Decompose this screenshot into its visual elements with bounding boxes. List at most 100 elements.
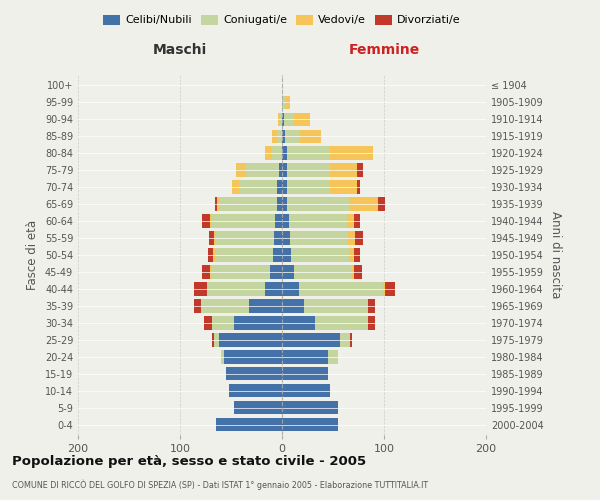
Bar [330, 180, 358, 194]
Bar [219, 334, 282, 346]
Bar [278, 112, 280, 126]
Bar [290, 232, 349, 244]
Bar [282, 350, 328, 364]
Bar [250, 300, 282, 312]
Bar [215, 248, 273, 262]
Bar [277, 130, 282, 143]
Bar [350, 198, 378, 210]
Bar [234, 316, 282, 330]
Bar [236, 164, 247, 176]
Bar [282, 282, 299, 296]
Bar [304, 300, 368, 312]
Y-axis label: Anni di nascita: Anni di nascita [549, 212, 562, 298]
Bar [330, 146, 373, 160]
Bar [277, 198, 282, 210]
Bar [282, 401, 338, 414]
Bar [284, 112, 294, 126]
Bar [282, 418, 338, 432]
Bar [282, 367, 328, 380]
Bar [212, 334, 214, 346]
Bar [282, 334, 340, 346]
Text: Maschi: Maschi [153, 44, 207, 58]
Bar [209, 232, 214, 244]
Bar [285, 130, 301, 143]
Bar [355, 232, 362, 244]
Bar [215, 198, 217, 210]
Bar [226, 367, 282, 380]
Bar [282, 266, 294, 278]
Bar [202, 300, 250, 312]
Bar [270, 266, 282, 278]
Bar [355, 248, 359, 262]
Bar [212, 248, 215, 262]
Bar [355, 214, 359, 228]
Bar [282, 180, 287, 194]
Bar [214, 232, 216, 244]
Bar [274, 232, 282, 244]
Bar [282, 96, 285, 109]
Bar [287, 164, 330, 176]
Bar [282, 112, 284, 126]
Bar [285, 96, 290, 109]
Bar [314, 316, 368, 330]
Bar [216, 418, 282, 432]
Bar [265, 282, 282, 296]
Bar [282, 146, 287, 160]
Bar [287, 198, 350, 210]
Bar [301, 130, 321, 143]
Text: Femmine: Femmine [349, 44, 419, 58]
Bar [287, 146, 330, 160]
Bar [368, 316, 375, 330]
Bar [358, 180, 359, 194]
Bar [234, 401, 282, 414]
Bar [280, 112, 282, 126]
Bar [383, 282, 385, 296]
Bar [340, 334, 350, 346]
Bar [282, 300, 304, 312]
Bar [291, 248, 349, 262]
Bar [214, 334, 219, 346]
Bar [221, 350, 224, 364]
Bar [194, 300, 202, 312]
Bar [212, 316, 234, 330]
Bar [355, 266, 362, 278]
Bar [216, 232, 274, 244]
Bar [205, 316, 212, 330]
Bar [385, 282, 395, 296]
Bar [279, 164, 282, 176]
Bar [273, 248, 282, 262]
Y-axis label: Fasce di età: Fasce di età [26, 220, 39, 290]
Bar [282, 214, 289, 228]
Bar [349, 232, 355, 244]
Bar [289, 214, 347, 228]
Bar [272, 130, 277, 143]
Bar [358, 164, 362, 176]
Bar [350, 334, 352, 346]
Bar [347, 214, 355, 228]
Bar [224, 350, 282, 364]
Bar [232, 180, 239, 194]
Bar [299, 282, 383, 296]
Bar [272, 146, 282, 160]
Bar [194, 282, 206, 296]
Bar [219, 198, 277, 210]
Bar [282, 232, 290, 244]
Bar [208, 248, 212, 262]
Bar [349, 248, 355, 262]
Bar [277, 180, 282, 194]
Bar [217, 198, 219, 210]
Bar [287, 180, 330, 194]
Bar [209, 266, 212, 278]
Legend: Celibi/Nubili, Coniugati/e, Vedovi/e, Divorziati/e: Celibi/Nubili, Coniugati/e, Vedovi/e, Di… [99, 10, 465, 30]
Bar [239, 180, 277, 194]
Bar [212, 266, 270, 278]
Bar [275, 214, 282, 228]
Bar [209, 214, 212, 228]
Bar [202, 214, 209, 228]
Bar [282, 130, 285, 143]
Bar [282, 164, 287, 176]
Text: COMUNE DI RICCÒ DEL GOLFO DI SPEZIA (SP) - Dati ISTAT 1° gennaio 2005 - Elaboraz: COMUNE DI RICCÒ DEL GOLFO DI SPEZIA (SP)… [12, 480, 428, 490]
Bar [294, 266, 352, 278]
Text: Popolazione per età, sesso e stato civile - 2005: Popolazione per età, sesso e stato civil… [12, 455, 366, 468]
Bar [368, 300, 375, 312]
